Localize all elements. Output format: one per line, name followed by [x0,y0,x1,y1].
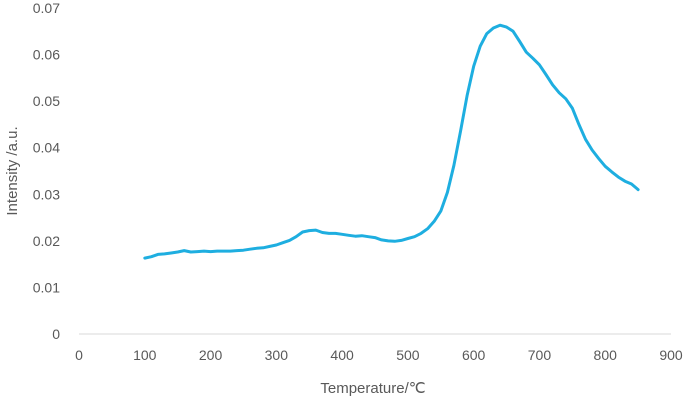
x-tick-label: 500 [396,347,420,363]
x-tick-label: 400 [330,347,354,363]
y-tick-label: 0.02 [33,233,60,249]
y-tick-labels: 0 0.01 0.02 0.03 0.04 0.05 0.06 0.07 [33,0,60,342]
y-axis-title: Intensity /a.u. [4,126,21,215]
x-tick-labels: 0 100 200 300 400 500 600 700 800 900 [75,347,683,363]
series-line [143,23,640,260]
x-tick-label: 600 [462,347,486,363]
x-tick-label: 200 [199,347,223,363]
x-axis-title: Temperature/℃ [320,380,425,397]
y-tick-label: 0.07 [33,0,60,16]
y-tick-label: 0.04 [33,140,60,156]
y-tick-label: 0.06 [33,47,60,63]
x-tick-label: 900 [659,347,683,363]
plot-area [143,23,640,260]
x-tick-label: 300 [265,347,289,363]
y-tick-label: 0.01 [33,279,60,295]
y-tick-label: 0.05 [33,93,60,109]
x-tick-label: 700 [528,347,552,363]
x-tick-label: 100 [133,347,157,363]
y-tick-label: 0 [52,326,60,342]
y-tick-label: 0.03 [33,186,60,202]
x-tick-label: 800 [594,347,618,363]
x-tick-label: 0 [75,347,83,363]
